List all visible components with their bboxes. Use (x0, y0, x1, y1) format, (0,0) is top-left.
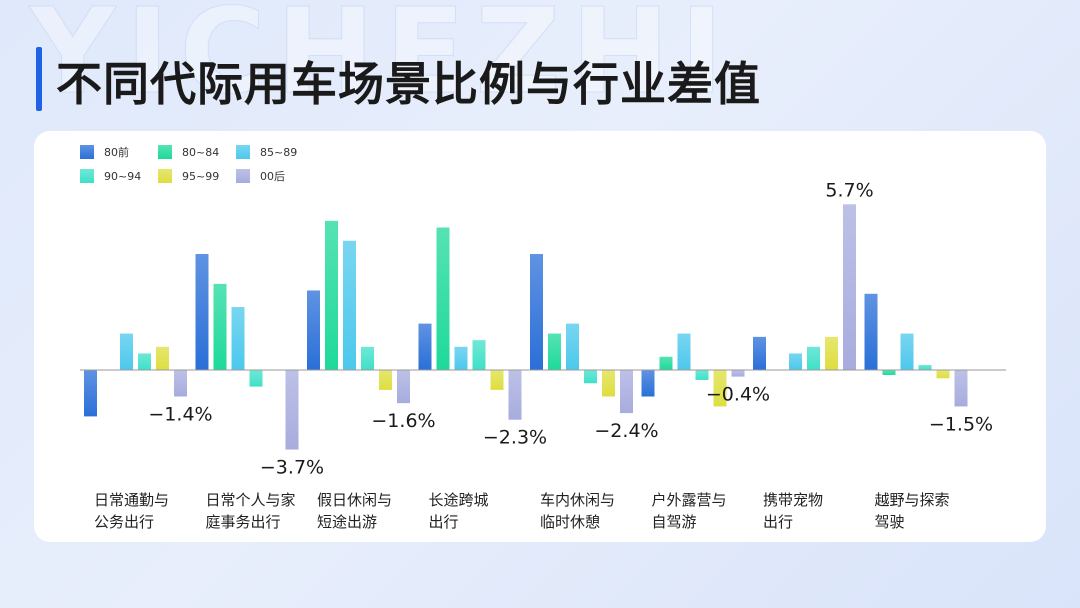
bar-1-0 (195, 254, 209, 370)
legend-label-5: 00后 (260, 170, 285, 183)
bar-2-2 (343, 240, 356, 370)
annotation-0: −1.4% (148, 404, 212, 426)
bar-3-1 (436, 227, 450, 370)
bar-1-2 (231, 307, 245, 370)
bar-3-5 (508, 370, 522, 420)
bar-7-0 (864, 293, 878, 370)
annotation-6: 5.7% (825, 179, 873, 201)
bar-5-5 (731, 370, 745, 377)
bar-7-1 (882, 370, 896, 375)
bar-7-3 (918, 365, 932, 370)
bar-2-5 (397, 370, 410, 404)
annotations: −1.4% −3.7% −1.6% −2.3% −2.4% −0.4% 5.7% −1.5% (148, 179, 993, 478)
annotation-3: −2.3% (483, 427, 547, 449)
bar-4-4 (602, 370, 615, 397)
category-label-3-0: 长途跨城 (429, 491, 489, 509)
legend-swatch-0 (80, 145, 94, 159)
annotation-5: −0.4% (706, 384, 770, 406)
bars (84, 204, 968, 450)
bar-6-2 (789, 353, 802, 370)
bar-4-2 (566, 323, 579, 370)
category-label-4-0: 车内休闲与 (540, 491, 615, 509)
bar-2-3 (361, 346, 374, 370)
annotation-1: −3.7% (260, 457, 324, 479)
category-label-0-1: 公务出行 (94, 513, 154, 531)
bar-6-5 (843, 204, 856, 370)
bar-5-0 (641, 370, 655, 397)
bar-3-0 (418, 323, 432, 370)
category-label-2-1: 短途出游 (317, 513, 377, 531)
legend-label-3: 90~94 (104, 170, 141, 183)
chart-card: 80前 80~84 85~89 90~94 95~99 00后 −1.4% −3.7% −1.… (34, 131, 1046, 542)
bar-4-3 (584, 370, 597, 384)
bar-0-4 (156, 346, 169, 370)
category-label-2-0: 假日休闲与 (317, 491, 392, 509)
bar-0-2 (120, 333, 133, 370)
bar-7-5 (954, 370, 968, 407)
category-label-7-1: 驾驶 (875, 513, 905, 531)
category-label-7-0: 越野与探索 (875, 491, 950, 509)
legend-swatch-1 (158, 145, 172, 159)
bar-4-0 (530, 254, 543, 370)
bar-1-1 (213, 283, 227, 370)
bar-5-1 (659, 356, 673, 370)
legend: 80前 80~84 85~89 90~94 95~99 00后 (80, 145, 297, 183)
bar-1-5 (285, 370, 299, 450)
category-label-1-1: 庭事务出行 (206, 513, 281, 531)
bar-1-3 (249, 370, 263, 387)
annotation-4: −2.4% (594, 420, 658, 442)
legend-swatch-4 (158, 169, 172, 183)
bar-6-0 (753, 336, 766, 370)
legend-label-2: 85~89 (260, 146, 297, 159)
category-label-6-0: 携带宠物 (763, 491, 823, 509)
legend-label-1: 80~84 (182, 146, 219, 159)
legend-swatch-5 (236, 169, 250, 183)
watermark: YICHEZHI (30, 0, 734, 120)
legend-swatch-2 (236, 145, 250, 159)
annotation-7: −1.5% (929, 413, 993, 435)
page-title: 不同代际用车场景比例与行业差值 (56, 57, 761, 111)
bar-2-4 (379, 370, 392, 390)
bar-5-4 (713, 370, 727, 407)
category-label-3-1: 出行 (429, 513, 459, 531)
title-accent-bar (36, 47, 42, 111)
bar-3-3 (472, 340, 486, 370)
bar-7-2 (900, 333, 914, 370)
bar-5-3 (695, 370, 709, 380)
category-label-0-0: 日常通勤与 (94, 491, 169, 509)
bar-3-4 (490, 370, 504, 390)
bar-0-0 (84, 370, 97, 417)
bar-3-2 (454, 346, 468, 370)
category-label-1-0: 日常个人与家 (206, 491, 296, 509)
legend-swatch-3 (80, 169, 94, 183)
bar-0-3 (138, 353, 151, 370)
legend-label-4: 95~99 (182, 170, 219, 183)
bar-0-5 (174, 370, 187, 397)
bar-4-1 (548, 333, 561, 370)
bar-2-1 (325, 220, 338, 370)
category-label-5-1: 自驾游 (652, 513, 697, 531)
bar-4-5 (620, 370, 633, 414)
bar-5-2 (677, 333, 691, 370)
bar-2-0 (307, 290, 320, 370)
annotation-2: −1.6% (371, 410, 435, 432)
category-label-4-1: 临时休憩 (540, 513, 600, 531)
bar-6-4 (825, 336, 838, 370)
bar-6-3 (807, 346, 820, 370)
category-label-5-0: 户外露营与 (652, 491, 727, 509)
bar-7-4 (936, 370, 950, 379)
category-label-6-1: 出行 (763, 513, 793, 531)
legend-label-0: 80前 (104, 145, 129, 159)
